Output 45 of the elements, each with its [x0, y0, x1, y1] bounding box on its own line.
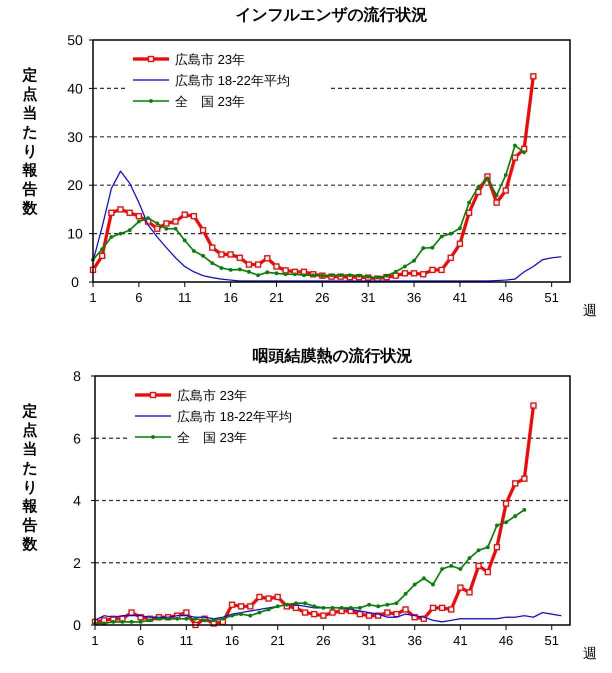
y-tick-label: 40: [67, 80, 83, 96]
x-tick-label: 16: [223, 290, 238, 305]
x-tick-label: 21: [269, 290, 284, 305]
legend-label: 広島市 23年: [175, 52, 246, 67]
chart-title: インフルエンザの流行状況: [236, 5, 428, 24]
y-tick-label: 6: [73, 430, 82, 446]
x-tick-label: 21: [270, 633, 285, 648]
legend-label: 広島市 18-22年平均: [177, 409, 292, 424]
x-tick-label: 1: [91, 633, 99, 648]
x-axis-title: 週: [583, 302, 597, 318]
x-tick-label: 26: [315, 290, 330, 305]
y-axis-title: 定点当たり報告数: [22, 402, 38, 553]
x-tick-label: 41: [453, 633, 468, 648]
y-tick-label: 10: [67, 226, 83, 242]
y-tick-label: 30: [67, 128, 83, 145]
y-tick-label: 50: [67, 32, 83, 48]
x-tick-label: 11: [180, 633, 194, 648]
x-tick-label: 26: [316, 633, 331, 648]
x-tick-label: 16: [224, 633, 240, 648]
y-tick-label: 2: [73, 554, 82, 571]
x-tick-label: 46: [498, 633, 514, 648]
x-tick-label: 36: [407, 633, 422, 648]
x-tick-label: 11: [178, 290, 192, 305]
y-tick-label: 0: [73, 617, 82, 633]
legend-label: 全 国 23年: [177, 430, 248, 445]
y-tick-label: 0: [71, 274, 80, 290]
x-tick-label: 31: [360, 290, 376, 305]
y-axis-title: 定点当たり報告数: [22, 66, 38, 217]
chart-title: 咽頭結膜熱の流行状況: [252, 346, 412, 365]
x-tick-label: 6: [137, 633, 144, 648]
legend-label: 広島市 23年: [177, 388, 248, 403]
x-tick-label: 51: [544, 633, 559, 648]
legend-label: 全 国 23年: [175, 94, 246, 109]
x-tick-label: 6: [135, 290, 142, 305]
x-tick-label: 51: [544, 290, 559, 305]
y-tick-label: 20: [67, 177, 83, 194]
legend-label: 広島市 18-22年平均: [175, 73, 290, 88]
y-tick-label: 8: [73, 368, 82, 384]
x-tick-label: 1: [89, 290, 97, 305]
x-axis-title: 週: [583, 645, 597, 661]
x-tick-label: 41: [452, 290, 468, 305]
x-tick-label: 36: [406, 290, 422, 305]
x-tick-label: 46: [498, 290, 514, 305]
y-tick-label: 4: [73, 492, 82, 508]
x-tick-label: 31: [362, 633, 376, 648]
